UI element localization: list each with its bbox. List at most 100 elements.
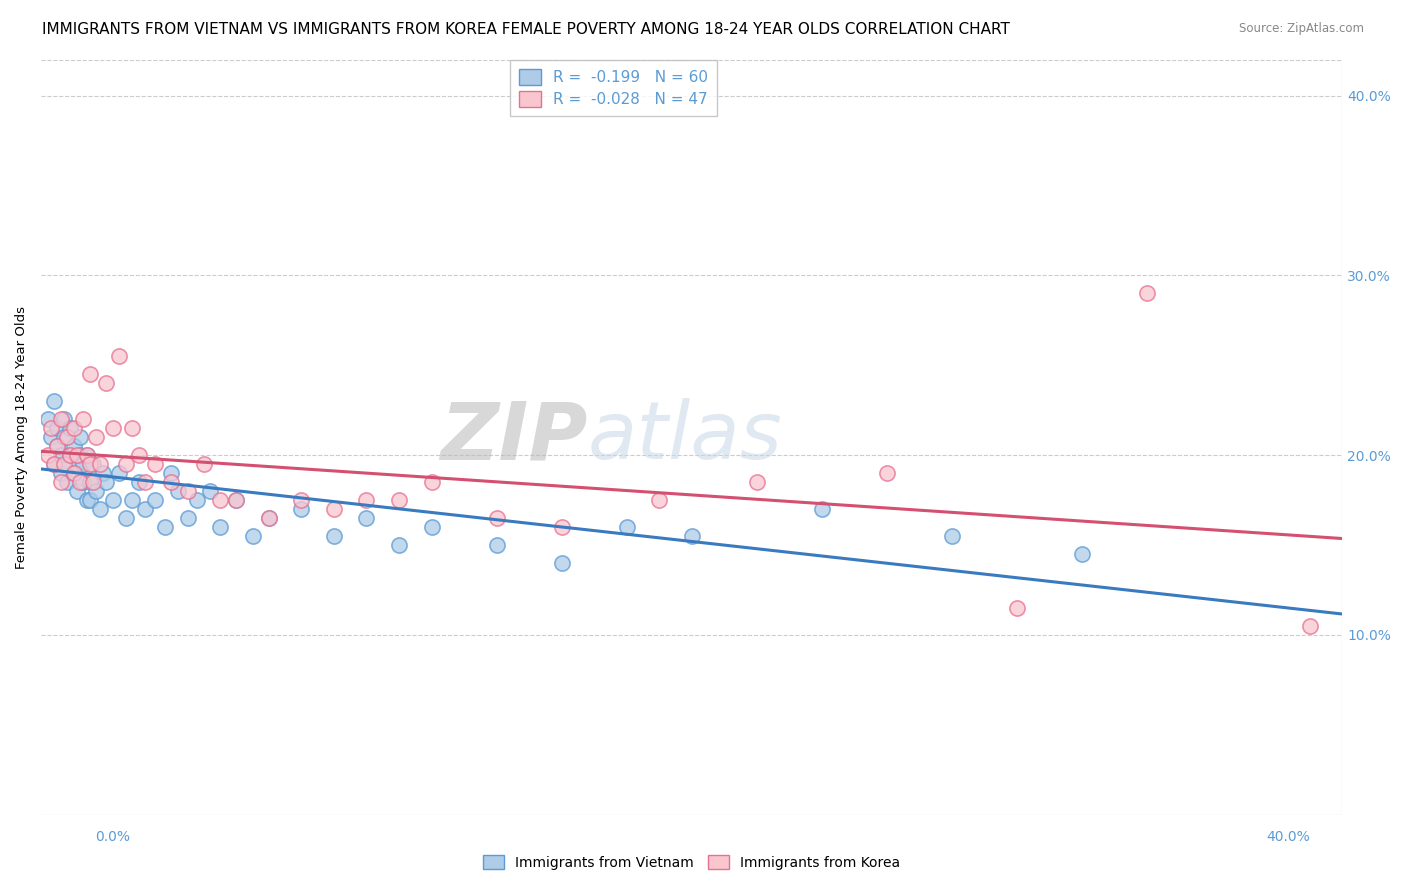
Point xyxy=(69,448,91,462)
Point xyxy=(49,466,72,480)
Point xyxy=(257,511,280,525)
Point xyxy=(82,457,104,471)
Point xyxy=(134,502,156,516)
Point xyxy=(66,457,89,471)
Text: Source: ZipAtlas.com: Source: ZipAtlas.com xyxy=(1239,22,1364,36)
Point xyxy=(91,466,114,480)
Point xyxy=(52,412,75,426)
Point xyxy=(96,376,118,391)
Point xyxy=(79,475,101,489)
Point xyxy=(52,430,75,444)
Point xyxy=(114,457,136,471)
Point xyxy=(69,430,91,444)
Point xyxy=(56,457,79,471)
Point xyxy=(101,493,124,508)
Point xyxy=(59,421,82,435)
Point xyxy=(56,430,79,444)
Point xyxy=(39,421,62,435)
Point xyxy=(242,529,264,543)
Point xyxy=(176,511,198,525)
Point xyxy=(49,475,72,489)
Point xyxy=(225,493,247,508)
Point xyxy=(134,475,156,489)
Point xyxy=(52,457,75,471)
Point xyxy=(323,529,346,543)
Y-axis label: Female Poverty Among 18-24 Year Olds: Female Poverty Among 18-24 Year Olds xyxy=(15,306,28,568)
Point xyxy=(59,448,82,462)
Point xyxy=(44,394,66,409)
Point xyxy=(66,483,89,498)
Text: 0.0%: 0.0% xyxy=(96,830,131,844)
Point xyxy=(1136,286,1159,301)
Point xyxy=(1071,547,1094,561)
Point xyxy=(72,475,94,489)
Point xyxy=(96,475,118,489)
Point xyxy=(176,483,198,498)
Point xyxy=(160,466,183,480)
Point xyxy=(39,430,62,444)
Point xyxy=(79,367,101,381)
Text: ZIP: ZIP xyxy=(440,398,588,476)
Point xyxy=(89,457,111,471)
Point xyxy=(49,412,72,426)
Point xyxy=(323,502,346,516)
Text: atlas: atlas xyxy=(588,398,782,476)
Point xyxy=(46,439,69,453)
Point xyxy=(44,457,66,471)
Point xyxy=(681,529,703,543)
Point xyxy=(37,412,59,426)
Point xyxy=(420,475,443,489)
Point xyxy=(76,448,98,462)
Point xyxy=(46,439,69,453)
Point xyxy=(108,466,131,480)
Point xyxy=(44,457,66,471)
Point xyxy=(89,502,111,516)
Point xyxy=(69,475,91,489)
Point xyxy=(128,448,150,462)
Point xyxy=(356,511,378,525)
Point xyxy=(101,421,124,435)
Point xyxy=(941,529,963,543)
Point xyxy=(160,475,183,489)
Point xyxy=(59,448,82,462)
Point xyxy=(72,412,94,426)
Point xyxy=(62,466,84,480)
Point xyxy=(86,430,108,444)
Point xyxy=(811,502,834,516)
Point xyxy=(209,493,232,508)
Point xyxy=(193,457,215,471)
Point xyxy=(257,511,280,525)
Point xyxy=(82,475,104,489)
Point xyxy=(153,520,176,534)
Point xyxy=(550,520,572,534)
Point xyxy=(62,466,84,480)
Point xyxy=(72,457,94,471)
Point xyxy=(1005,600,1028,615)
Point xyxy=(356,493,378,508)
Point xyxy=(186,493,208,508)
Point xyxy=(79,457,101,471)
Point xyxy=(388,493,411,508)
Point xyxy=(420,520,443,534)
Point xyxy=(49,448,72,462)
Text: IMMIGRANTS FROM VIETNAM VS IMMIGRANTS FROM KOREA FEMALE POVERTY AMONG 18-24 YEAR: IMMIGRANTS FROM VIETNAM VS IMMIGRANTS FR… xyxy=(42,22,1010,37)
Point xyxy=(86,483,108,498)
Point xyxy=(550,556,572,570)
Point xyxy=(37,448,59,462)
Point xyxy=(66,448,89,462)
Point xyxy=(166,483,188,498)
Point xyxy=(388,538,411,552)
Point xyxy=(76,448,98,462)
Point xyxy=(76,493,98,508)
Point xyxy=(290,502,312,516)
Point xyxy=(143,457,166,471)
Point xyxy=(290,493,312,508)
Point xyxy=(114,511,136,525)
Point xyxy=(200,483,222,498)
Point xyxy=(485,511,508,525)
Point xyxy=(143,493,166,508)
Point xyxy=(648,493,671,508)
Point xyxy=(616,520,638,534)
Point xyxy=(1299,619,1322,633)
Point xyxy=(56,475,79,489)
